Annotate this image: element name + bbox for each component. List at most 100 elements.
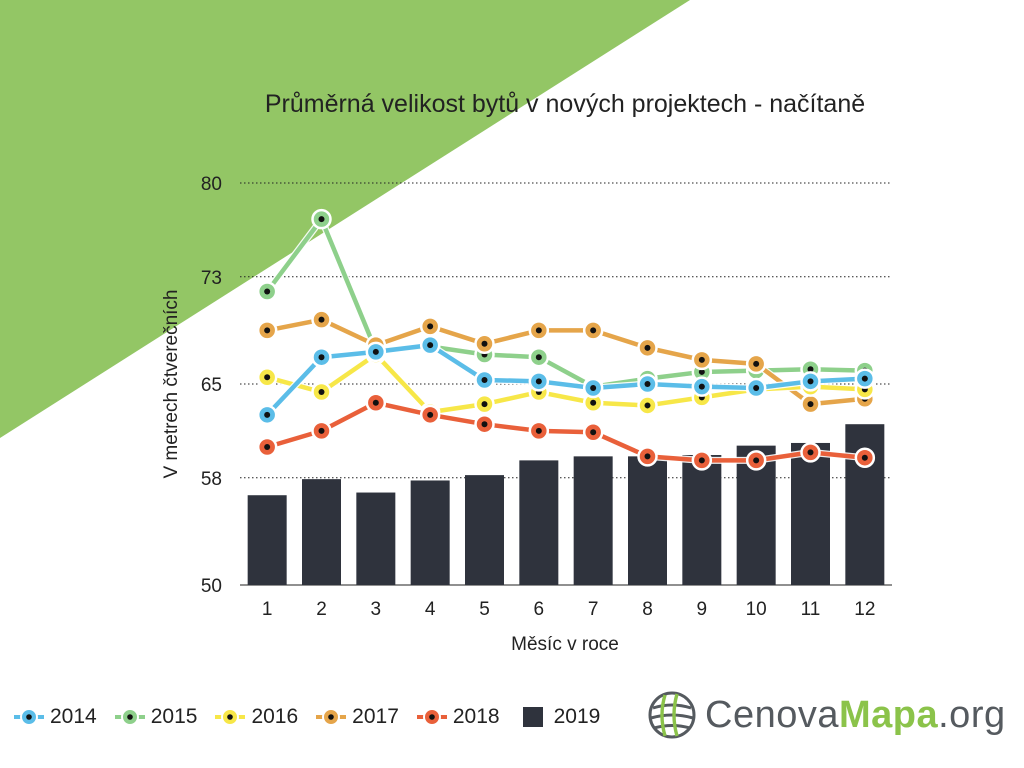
legend-symbol-2018 xyxy=(416,708,447,726)
point-dot-2017 xyxy=(753,360,760,367)
x-tick-label: 8 xyxy=(642,599,653,620)
point-dot-2016 xyxy=(590,399,597,406)
legend-item-2014: 2014 xyxy=(14,702,97,732)
point-dot-2018 xyxy=(372,399,379,406)
bar-2019 xyxy=(628,456,667,585)
point-dot-2018 xyxy=(427,411,434,418)
y-tick-label: 50 xyxy=(201,576,222,597)
point-dot-2018 xyxy=(535,427,542,434)
point-dot-2018 xyxy=(481,421,488,428)
point-dot-2017 xyxy=(318,316,325,323)
bar-2019 xyxy=(519,460,559,585)
point-dot-2016 xyxy=(481,401,488,408)
legend-symbol-2019 xyxy=(522,707,543,727)
point-dot-2017 xyxy=(535,327,542,334)
point-dot-2015 xyxy=(318,216,325,223)
bar-2019 xyxy=(410,480,450,585)
bar-2019 xyxy=(465,475,504,585)
point-dot-2018 xyxy=(861,454,868,461)
point-dot-2018 xyxy=(644,453,651,460)
x-tick-label: 10 xyxy=(746,599,767,620)
globe-grid-icon xyxy=(648,691,696,739)
bar-2019 xyxy=(791,442,830,585)
point-dot-2017 xyxy=(644,344,651,351)
point-dot-2014 xyxy=(698,383,705,390)
x-tick-label: 12 xyxy=(854,599,875,620)
legend-item-2018: 2018 xyxy=(416,702,500,732)
point-dot-2014 xyxy=(481,376,488,383)
bar-2019 xyxy=(573,456,613,585)
point-dot-2018 xyxy=(698,457,705,464)
point-dot-2018 xyxy=(318,427,325,434)
legend-item-2019: 2019 xyxy=(518,702,601,732)
chart-title: Průměrná velikost bytů v nových projekte… xyxy=(264,90,866,118)
point-dot-2014 xyxy=(753,385,760,392)
legend-symbol-2016 xyxy=(215,708,246,726)
point-dot-2015 xyxy=(264,288,271,295)
legend-symbol-2017 xyxy=(316,708,347,726)
legend-item-2015: 2015 xyxy=(114,702,198,732)
bar-2019 xyxy=(356,492,396,585)
x-tick-label: 2 xyxy=(316,599,327,620)
bar-2019 xyxy=(682,455,722,585)
legend-item-2016: 2016 xyxy=(215,702,298,732)
point-dot-2016 xyxy=(318,389,325,396)
legend: 2014 2015 2016 2017 2018 2019 xyxy=(14,702,618,732)
y-tick-label: 65 xyxy=(201,375,222,396)
point-dot-2017 xyxy=(481,340,488,347)
legend-symbol-2015 xyxy=(114,708,145,726)
x-tick-label: 4 xyxy=(425,599,436,620)
y-tick-label: 73 xyxy=(201,268,222,289)
x-tick-label: 6 xyxy=(534,599,545,620)
legend-symbol-2014 xyxy=(14,708,44,726)
point-dot-2016 xyxy=(644,402,651,409)
x-tick-label: 1 xyxy=(262,599,273,620)
y-tick-label: 58 xyxy=(201,469,222,490)
point-dot-2015 xyxy=(698,368,705,375)
logo-text-mapa: Mapa xyxy=(838,693,939,736)
x-tick-label: 3 xyxy=(371,599,382,620)
x-tick-label: 11 xyxy=(801,599,821,620)
point-dot-2014 xyxy=(264,411,271,418)
point-dot-2018 xyxy=(590,429,597,436)
legend-label: 2019 xyxy=(553,705,601,728)
bar-2019 xyxy=(247,495,287,585)
point-dot-2014 xyxy=(644,381,651,387)
x-tick-label: 5 xyxy=(479,599,490,620)
point-dot-2017 xyxy=(698,356,705,363)
legend-label: 2015 xyxy=(150,705,198,728)
logo-text-org: .org xyxy=(938,693,1006,736)
point-dot-2017 xyxy=(264,327,271,334)
legend-label: 2016 xyxy=(251,705,299,728)
point-dot-2014 xyxy=(372,348,379,355)
point-dot-2014 xyxy=(807,378,814,385)
point-dot-2018 xyxy=(807,449,814,456)
point-dot-2018 xyxy=(753,457,760,464)
x-axis-label: Měsíc v roce xyxy=(511,634,619,655)
point-dot-2017 xyxy=(427,323,434,330)
point-dot-2017 xyxy=(807,401,814,408)
legend-label: 2018 xyxy=(452,705,500,728)
legend-label: 2017 xyxy=(352,705,399,728)
cenovamapa-logo: CenovaMapa.org xyxy=(645,688,1006,742)
x-tick-label: 9 xyxy=(697,599,708,620)
point-dot-2014 xyxy=(318,354,325,361)
x-tick-label: 7 xyxy=(588,599,599,620)
point-dot-2014 xyxy=(590,385,597,392)
y-tick-label: 80 xyxy=(201,174,222,195)
bar-2019 xyxy=(302,479,341,585)
logo-text-cenova: Cenova xyxy=(705,693,839,736)
point-dot-2016 xyxy=(264,374,271,381)
point-dot-2015 xyxy=(807,366,814,373)
legend-item-2017: 2017 xyxy=(316,702,399,732)
point-dot-2014 xyxy=(861,375,868,382)
point-dot-2015 xyxy=(535,354,542,361)
point-dot-2014 xyxy=(535,378,542,385)
point-dot-2017 xyxy=(590,327,597,334)
legend-label: 2014 xyxy=(50,705,97,728)
point-dot-2018 xyxy=(264,443,271,450)
series-line-2015 xyxy=(265,216,865,389)
point-dot-2014 xyxy=(427,342,434,349)
